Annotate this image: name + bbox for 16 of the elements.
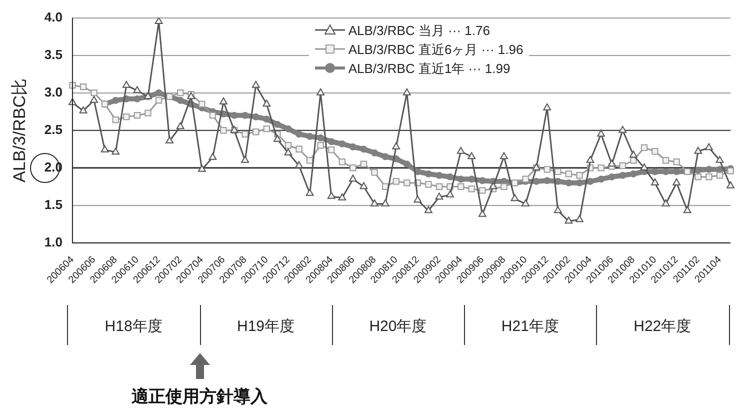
text: H22年度: [632, 316, 692, 336]
y-tick-label: 3.5: [44, 46, 62, 62]
legend-label: ALB/3/RBC 直近6ヶ月 ··· 1.96: [348, 40, 524, 59]
y-tick-label: 3.0: [44, 84, 62, 100]
y-tick-label: 2.5: [44, 122, 62, 137]
y-tick-label: 4.0: [44, 9, 62, 24]
text: H19年度: [236, 316, 296, 336]
text: 適正使用方針導入: [132, 386, 268, 408]
y-tick-label: 1.5: [44, 196, 62, 212]
legend-label: ALB/3/RBC 直近1年 ··· 1.99: [348, 60, 510, 78]
y-tick-label: 1.0: [44, 234, 62, 250]
text: H18年度: [104, 316, 164, 336]
legend-label: ALB/3/RBC 当月 ··· 1.76: [348, 22, 490, 40]
text: H20年度: [368, 316, 428, 336]
text: H21年度: [500, 316, 560, 336]
y-axis-title: ALB/3/RBC比: [10, 78, 29, 182]
